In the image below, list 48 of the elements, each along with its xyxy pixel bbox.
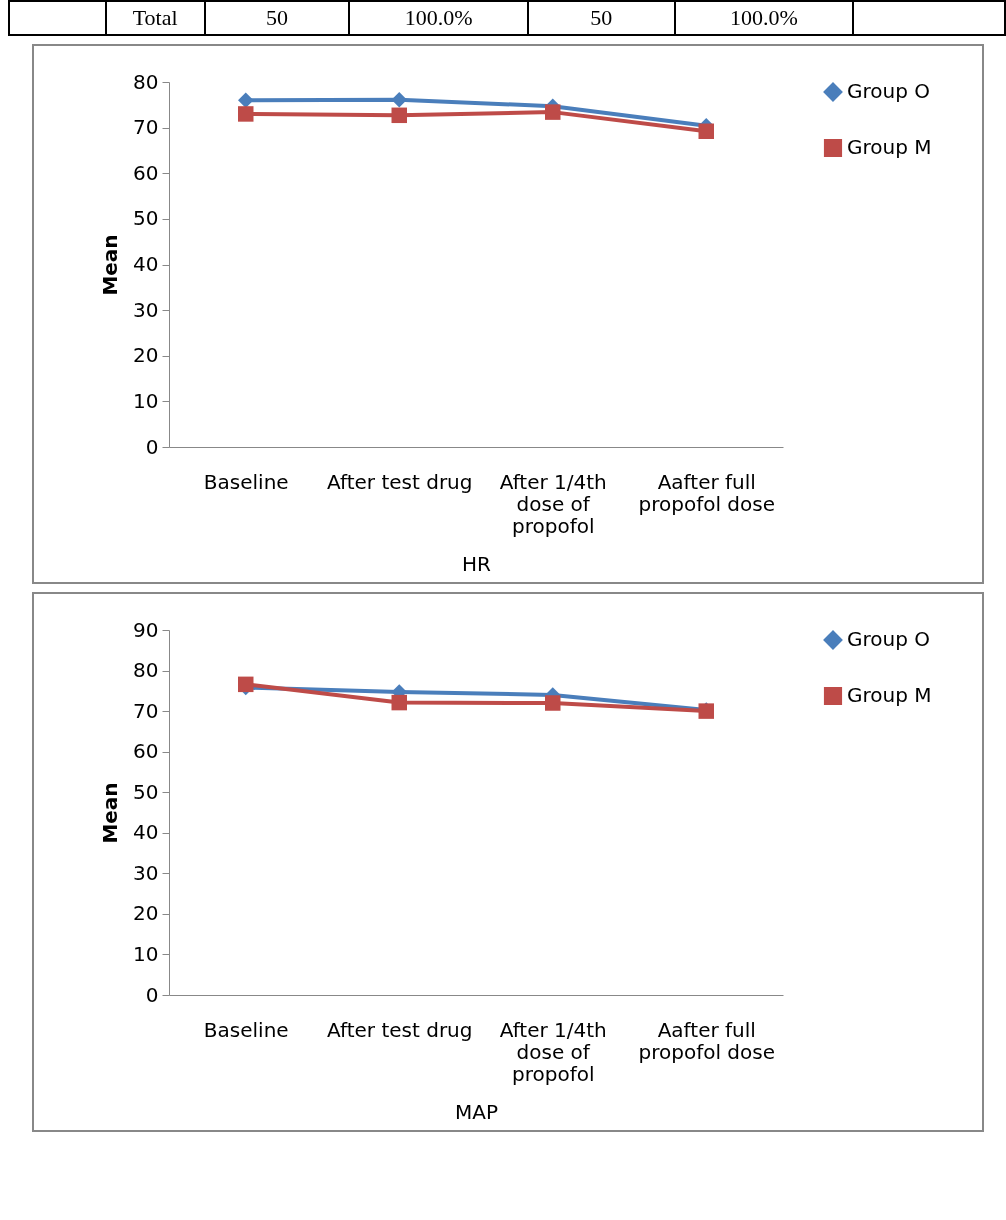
y-tick-label: 0: [145, 982, 159, 1007]
y-tick-label: 90: [133, 617, 159, 642]
y-tick-label: 50: [133, 206, 159, 231]
y-tick-label: 20: [133, 343, 159, 368]
y-tick-label: 60: [133, 160, 159, 185]
y-tick-label: 20: [133, 901, 159, 926]
y-tick-label: 30: [133, 297, 159, 322]
point: [545, 695, 561, 711]
y-tick-label: 10: [133, 941, 159, 966]
point: [391, 107, 407, 124]
legend-label: Group O: [847, 79, 930, 103]
y-tick-label: 40: [133, 252, 159, 276]
x-tick-label: Baseline: [203, 469, 289, 494]
point: [545, 104, 561, 120]
y-tick-label: 10: [133, 388, 159, 413]
text: 100.0%: [349, 1, 528, 35]
text: 100.0%: [674, 1, 854, 35]
legend-label: Group M: [847, 135, 932, 159]
text: 50: [204, 1, 350, 35]
text: 50: [527, 1, 675, 35]
x-axis-title: MAP: [455, 1099, 498, 1124]
x-tick-label: After test drug: [327, 469, 473, 494]
x-tick-label: After 1/4th dose of propofol: [499, 469, 607, 538]
y-tick-label: 30: [133, 860, 159, 885]
y-axis-title: Mean: [98, 234, 123, 296]
point: [391, 694, 407, 711]
x-axis-title: HR: [462, 551, 492, 576]
text: Total: [105, 1, 205, 35]
x-tick-label: After test drug: [327, 1017, 473, 1042]
legend-label: Group M: [847, 683, 932, 707]
point: [238, 106, 254, 122]
y-tick-label: 40: [133, 820, 159, 845]
y-tick-label: 80: [133, 69, 159, 94]
legend-label: Group O: [847, 627, 930, 651]
y-tick-label: 0: [145, 434, 159, 459]
x-tick-label: Aafter full propofol dose: [638, 469, 775, 516]
y-axis-title: Mean: [98, 782, 123, 844]
point: [238, 92, 254, 108]
point: [698, 123, 714, 140]
y-tick-label: 50: [133, 779, 159, 804]
x-tick-label: After 1/4th dose of propofol: [499, 1017, 607, 1086]
y-tick-label: 80: [133, 658, 159, 683]
point: [391, 92, 407, 108]
x-tick-label: Aafter full propofol dose: [638, 1017, 775, 1064]
y-tick-label: 70: [133, 115, 159, 140]
x-tick-label: Baseline: [203, 1017, 289, 1042]
y-tick-label: 60: [133, 739, 159, 764]
y-tick-label: 70: [133, 698, 159, 723]
